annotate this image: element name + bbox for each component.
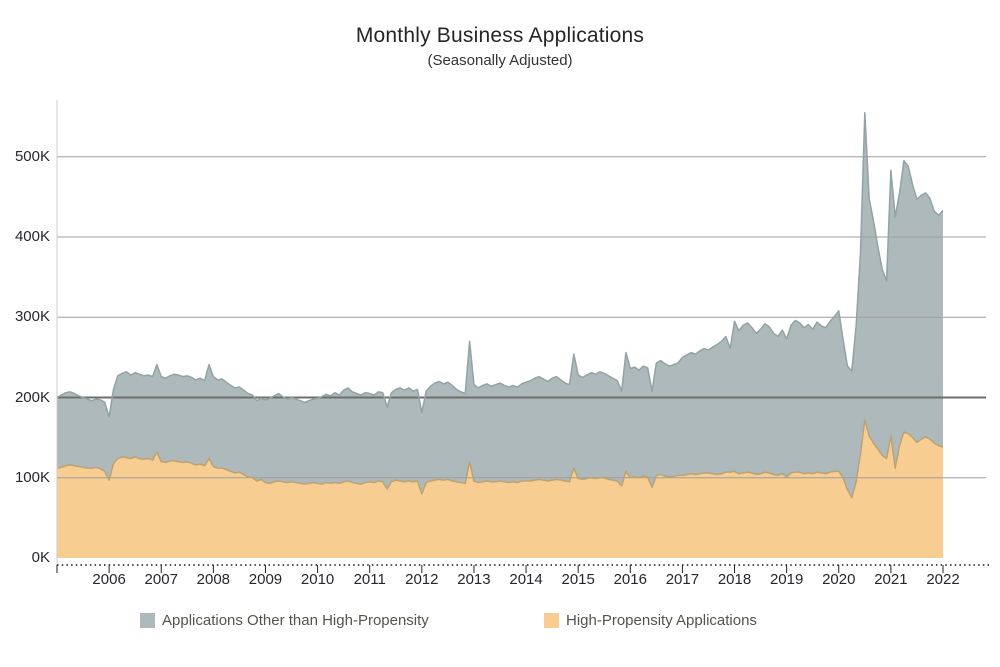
x-tick-label-2014: 2014 — [509, 571, 543, 588]
area-other — [57, 112, 943, 498]
y-tick-label-400k: 400K — [14, 228, 50, 245]
x-tick-label-2011: 2011 — [353, 571, 386, 588]
y-tick-label-500k: 500K — [14, 147, 50, 165]
x-tick-label-2009: 2009 — [248, 571, 283, 588]
y-tick-label-200k: 200K — [14, 388, 50, 406]
y-tick-label-100k: 100K — [14, 468, 50, 486]
x-tick-label-2013: 2013 — [457, 571, 491, 588]
legend-label-other: Applications Other than High-Propensity — [162, 612, 429, 629]
x-tick-label-2022: 2022 — [926, 571, 960, 588]
x-tick-label-2012: 2012 — [405, 571, 439, 588]
x-tick-label-2006: 2006 — [92, 571, 126, 588]
x-tick-label-2017: 2017 — [665, 571, 700, 588]
area-edge-other — [56, 111, 944, 418]
x-tick-label-2016: 2016 — [613, 571, 647, 588]
legend-label-high-propensity: High-Propensity Applications — [566, 612, 757, 629]
legend-swatch-other — [140, 613, 155, 628]
x-tick-label-2019: 2019 — [769, 571, 804, 588]
y-tick-label-300k: 300K — [14, 308, 50, 326]
chart-title: Monthly Business Applications — [355, 24, 645, 47]
x-tick-label-2015: 2015 — [561, 571, 595, 588]
legend-item-other: Applications Other than High-Propensity — [140, 612, 429, 629]
chart-subtitle: (Seasonally Adjusted) — [427, 52, 573, 69]
x-tick-label-2007: 2007 — [144, 571, 178, 588]
area-high-propensity — [57, 419, 943, 558]
legend-item-high-propensity: High-Propensity Applications — [544, 612, 757, 629]
x-tick-label-2008: 2008 — [196, 571, 231, 588]
x-tick-label-2010: 2010 — [300, 571, 335, 588]
x-tick-label-2018: 2018 — [717, 571, 752, 588]
x-tick-label-2021: 2021 — [874, 571, 908, 588]
y-tick-label-0k: 0K — [31, 549, 50, 566]
area-edge-high-propensity — [56, 419, 944, 499]
legend-swatch-high-propensity — [544, 613, 559, 628]
x-tick-label-2020: 2020 — [822, 571, 856, 588]
